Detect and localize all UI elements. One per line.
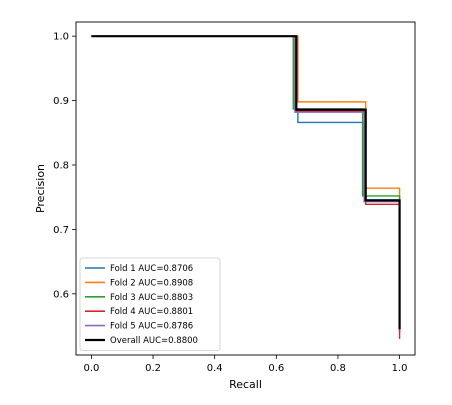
legend-label-3: Fold 3 AUC=0.8803 bbox=[110, 293, 193, 303]
y-tick-label: 0.8 bbox=[53, 160, 69, 171]
x-tick-label: 0.0 bbox=[83, 363, 99, 374]
y-tick-label: 1.0 bbox=[53, 32, 69, 43]
x-axis-ticks: 0.0 0.2 0.4 0.6 0.8 1.0 bbox=[83, 355, 408, 374]
series-line-6 bbox=[91, 35, 401, 330]
y-axis-ticks: 0.6 0.7 0.8 0.9 1.0 bbox=[53, 32, 76, 300]
x-tick-label: 1.0 bbox=[392, 363, 408, 374]
plot-frame bbox=[75, 21, 416, 356]
x-tick-label: 0.6 bbox=[268, 363, 284, 374]
legend-label-4: Fold 4 AUC=0.8801 bbox=[110, 307, 193, 317]
x-tick-label: 0.2 bbox=[145, 363, 161, 374]
y-tick-label: 0.9 bbox=[53, 96, 69, 107]
legend-box bbox=[79, 257, 221, 351]
series-lines bbox=[91, 35, 401, 339]
legend-label-1: Fold 1 AUC=0.8706 bbox=[110, 264, 193, 274]
legend-label-5: Fold 5 AUC=0.8786 bbox=[110, 322, 193, 332]
series-line-2 bbox=[91, 35, 401, 330]
x-tick-label: 0.8 bbox=[330, 363, 346, 374]
x-tick-label: 0.4 bbox=[207, 363, 223, 374]
legend: Fold 1 AUC=0.8706 Fold 2 AUC=0.8908 Fold 3… bbox=[79, 257, 221, 351]
y-tick-label: 0.6 bbox=[53, 289, 69, 300]
x-axis-label: Recall bbox=[229, 378, 262, 391]
legend-label-6: Overall AUC=0.8800 bbox=[110, 336, 198, 346]
legend-label-2: Fold 2 AUC=0.8908 bbox=[110, 278, 193, 288]
y-tick-label: 0.7 bbox=[53, 225, 69, 236]
y-axis-label: Precision bbox=[34, 164, 47, 213]
